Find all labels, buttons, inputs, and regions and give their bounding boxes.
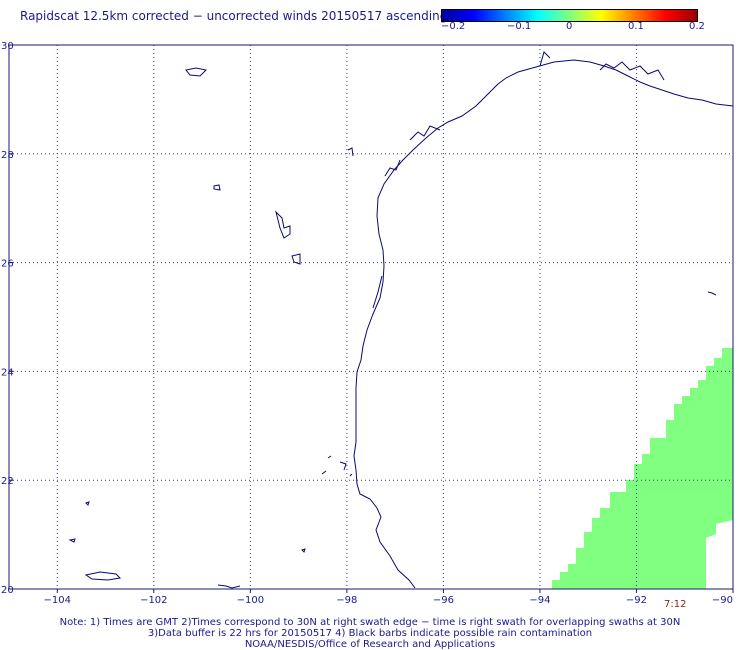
bay-inlet xyxy=(384,159,401,177)
x-tick-label: −96 xyxy=(433,595,454,606)
x-tick-label: −92 xyxy=(626,595,647,606)
y-tick-label: 20 xyxy=(1,585,14,596)
colorbar-tick-label: 0.1 xyxy=(628,21,644,32)
lake xyxy=(213,184,221,191)
swath-gap xyxy=(706,520,733,589)
y-tick-label: 30 xyxy=(1,41,14,52)
lake xyxy=(275,210,291,239)
island xyxy=(68,538,76,543)
swath-time-label: 7:12 xyxy=(664,599,687,610)
lat-lon-grid xyxy=(9,45,733,589)
coastline xyxy=(68,51,734,589)
reef xyxy=(321,455,353,477)
colorbar-tick-label: −0.2 xyxy=(441,21,466,32)
gulf-coastline xyxy=(353,59,734,589)
colorbar xyxy=(441,9,698,22)
y-tick-label: 26 xyxy=(1,259,14,270)
island xyxy=(84,571,122,581)
island xyxy=(301,548,306,553)
bay-inlet xyxy=(409,125,441,141)
colorbar-tick-label: −0.1 xyxy=(507,21,532,32)
plot-frame xyxy=(8,44,734,590)
barrier-island xyxy=(372,275,383,309)
footnote-line-2: 3)Data buffer is 22 hrs for 20150517 4) … xyxy=(147,628,593,639)
island xyxy=(85,501,90,506)
x-tick-label: −98 xyxy=(336,595,357,606)
y-tick-label: 28 xyxy=(1,150,14,161)
x-tick-label: −94 xyxy=(529,595,550,606)
y-tick-label: 24 xyxy=(1,367,14,378)
swath-area xyxy=(552,348,733,589)
colorbar-tick-label: 0 xyxy=(566,21,573,32)
figure-title: Rapidscat 12.5km corrected − uncorrected… xyxy=(20,9,448,23)
footnote-line-1: Note: 1) Times are GMT 2)Times correspon… xyxy=(59,617,681,628)
x-tick-label: −90 xyxy=(712,595,733,606)
y-tick-label: 22 xyxy=(1,476,14,487)
x-tick-label: −100 xyxy=(237,595,264,606)
x-tick-label: −102 xyxy=(140,595,167,606)
island xyxy=(707,291,717,296)
lake xyxy=(291,253,301,265)
footnote-line-3: NOAA/NESDIS/Office of Research and Appli… xyxy=(244,639,496,650)
river-mouth xyxy=(539,51,551,67)
delta-inlet xyxy=(599,61,665,81)
x-tick-label: −104 xyxy=(44,595,71,606)
colorbar-gradient xyxy=(442,10,697,21)
lake xyxy=(185,67,208,77)
island xyxy=(217,584,241,589)
axes: −104 −102 −100 −98 −96 −94 −92 −90 20 22 24 26 28 30 xyxy=(1,41,734,606)
wind-swath xyxy=(552,348,733,589)
island xyxy=(347,147,354,157)
colorbar-tick-label: 0.2 xyxy=(689,21,705,32)
